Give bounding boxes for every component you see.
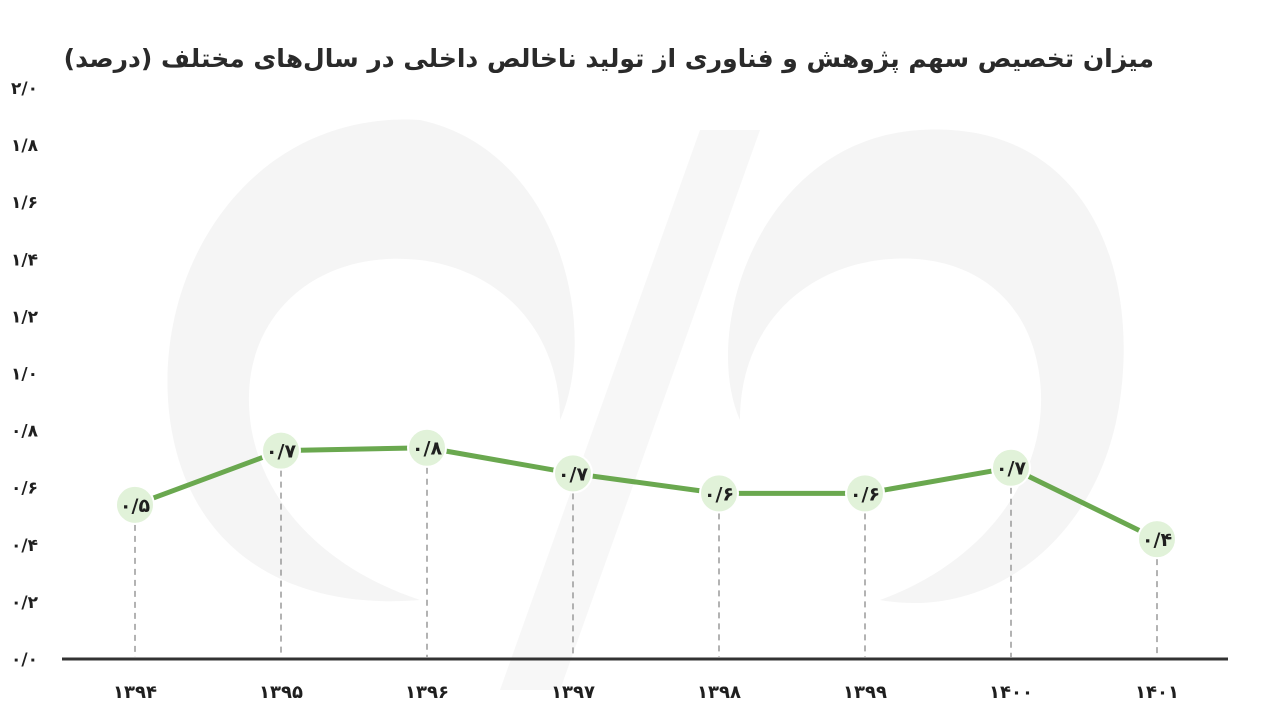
x-tick-label: ۱۳۹۷ — [551, 682, 595, 703]
data-point — [1137, 519, 1177, 560]
x-tick-label: ۱۳۹۶ — [405, 682, 449, 703]
x-tick-label: ۱۳۹۵ — [259, 682, 303, 703]
data-point — [991, 447, 1031, 488]
y-tick-label: ۲/۰ — [11, 79, 38, 99]
y-tick-label: ۱/۸ — [11, 136, 39, 156]
y-tick-label: ۰/۰ — [11, 650, 38, 670]
data-label: ۰/۷ — [558, 463, 589, 485]
watermark-logo — [167, 119, 1124, 690]
series-line — [132, 445, 1160, 542]
x-tick-label: ۱۴۰۰ — [989, 682, 1033, 703]
data-label: ۰/۶ — [704, 483, 734, 505]
data-label: ۰/۷ — [266, 441, 297, 463]
data-label: ۰/۴ — [1142, 529, 1172, 551]
data-point — [261, 430, 301, 471]
x-tick-label: ۱۳۹۴ — [113, 682, 157, 703]
y-tick-label: ۰/۸ — [11, 422, 39, 442]
data-point — [845, 473, 885, 514]
data-label: ۰/۷ — [996, 458, 1027, 480]
y-tick-label: ۰/۴ — [11, 536, 38, 556]
x-tick-label: ۱۳۹۹ — [843, 682, 887, 703]
data-point — [553, 453, 593, 494]
data-label: ۰/۶ — [850, 483, 880, 505]
y-tick-label: ۱/۲ — [11, 307, 39, 327]
data-label: ۰/۸ — [412, 438, 443, 460]
chart-title: میزان تخصیص سهم پژوهش و فناوری از تولید … — [63, 44, 1154, 73]
y-tick-label: ۱/۶ — [11, 193, 38, 213]
y-tick-label: ۰/۶ — [11, 479, 38, 499]
data-point — [115, 484, 155, 525]
y-tick-label: ۱/۴ — [11, 250, 38, 270]
y-tick-label: ۰/۲ — [11, 593, 39, 613]
x-tick-label: ۱۴۰۱ — [1135, 682, 1179, 703]
x-tick-label: ۱۳۹۸ — [697, 682, 741, 703]
data-point — [699, 473, 739, 514]
data-point — [407, 427, 447, 468]
y-tick-label: ۱/۰ — [11, 365, 38, 385]
data-label: ۰/۵ — [120, 495, 151, 517]
